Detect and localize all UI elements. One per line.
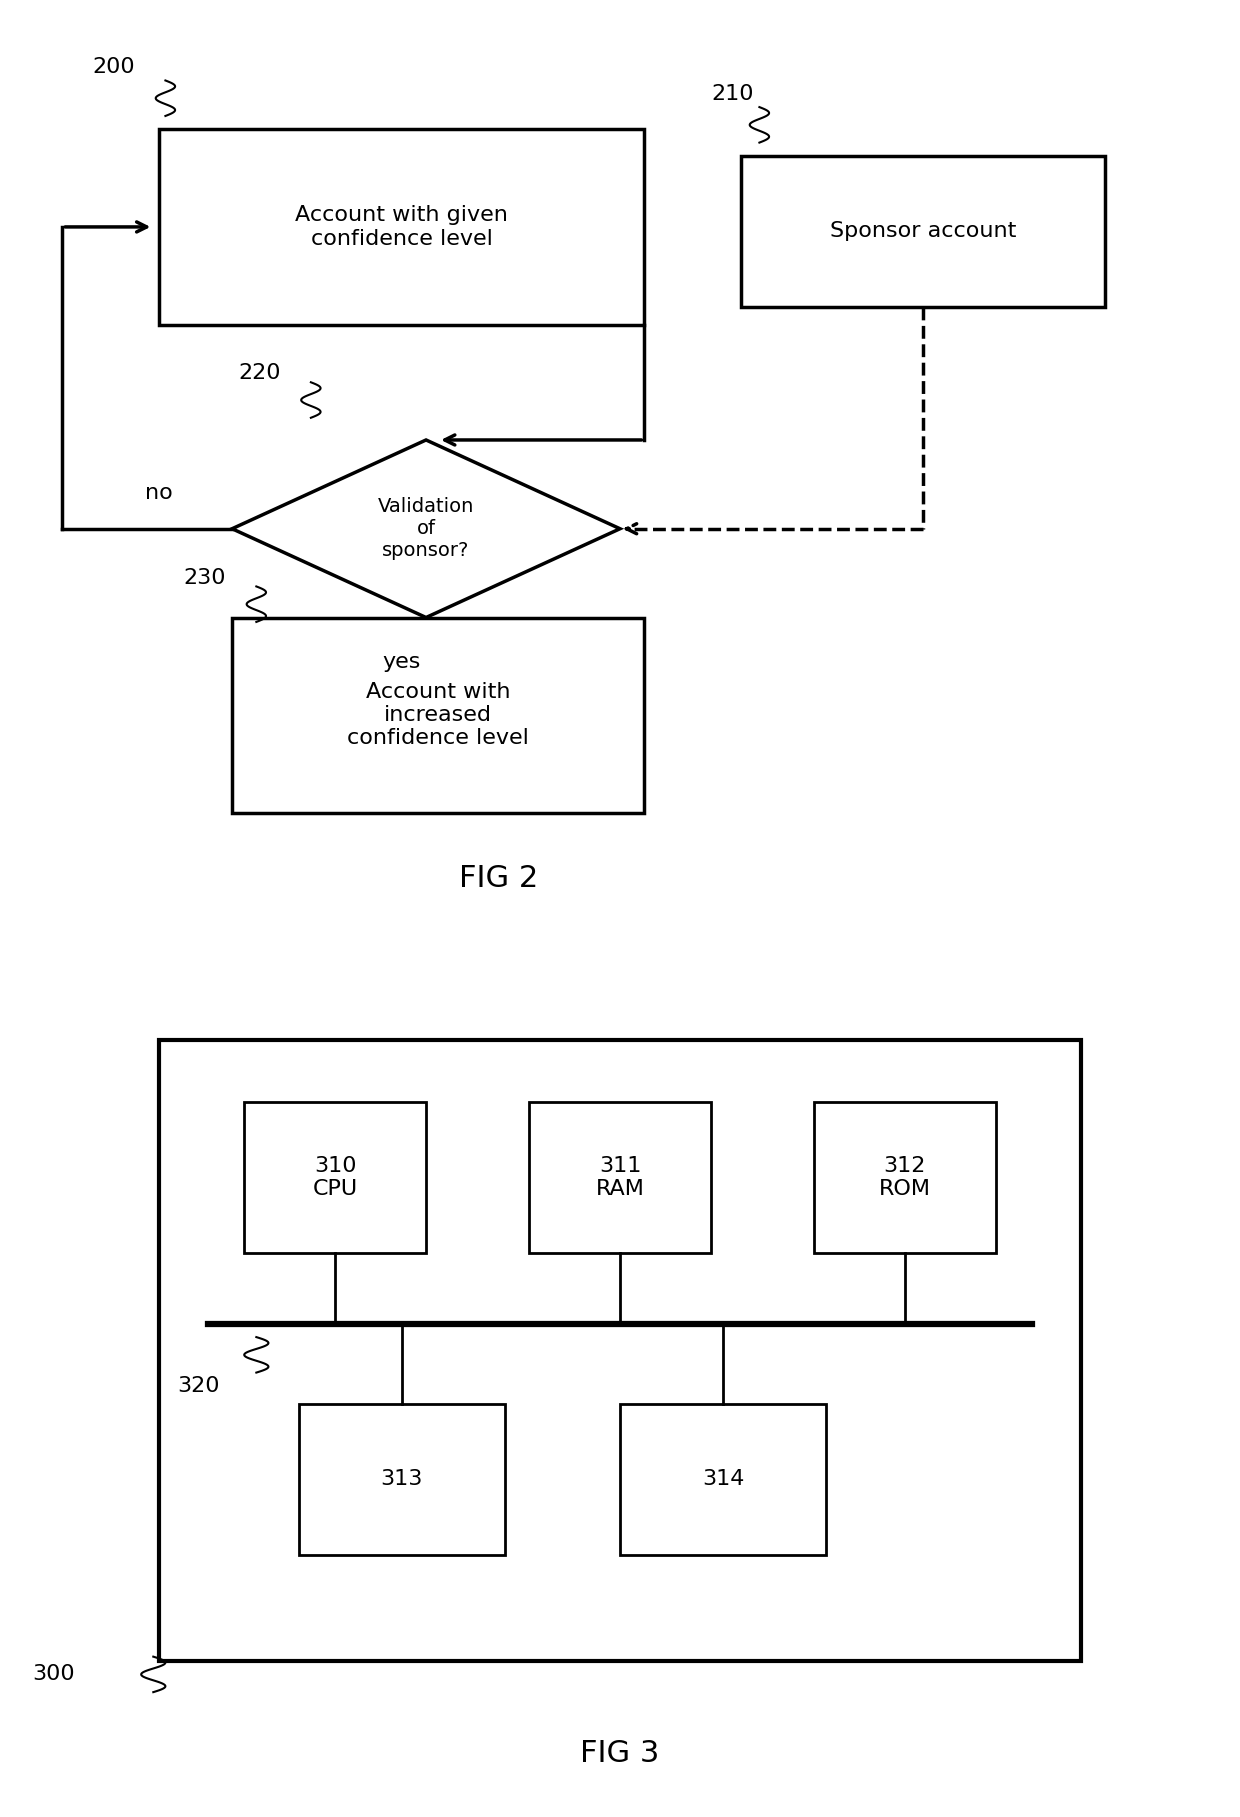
Bar [160,129,645,325]
Text: 312
ROM: 312 ROM [879,1156,931,1199]
Bar [813,1101,996,1252]
Text: 210: 210 [711,84,754,104]
Bar [160,1039,1080,1661]
Bar [232,618,645,812]
Text: Account with given
confidence level: Account with given confidence level [295,205,508,249]
Bar [299,1405,505,1555]
Text: 311
RAM: 311 RAM [595,1156,645,1199]
Text: 313: 313 [381,1470,423,1490]
Bar [620,1405,826,1555]
Text: no: no [145,483,174,503]
Bar [244,1101,427,1252]
Text: Account with
increased
confidence level: Account with increased confidence level [347,681,529,749]
Text: 220: 220 [238,363,280,383]
Bar [742,156,1105,307]
Text: FIG 3: FIG 3 [580,1739,660,1768]
Bar [529,1101,711,1252]
Text: Sponsor account: Sponsor account [830,222,1017,242]
Text: 310
CPU: 310 CPU [312,1156,357,1199]
Polygon shape [232,440,620,618]
Text: 300: 300 [32,1664,74,1684]
Text: Validation
of
sponsor?: Validation of sponsor? [378,498,474,560]
Text: 314: 314 [702,1470,744,1490]
Text: yes: yes [383,652,422,672]
Text: 320: 320 [177,1375,219,1395]
Text: 200: 200 [93,56,135,76]
Text: FIG 2: FIG 2 [459,863,538,892]
Text: 230: 230 [184,567,226,587]
